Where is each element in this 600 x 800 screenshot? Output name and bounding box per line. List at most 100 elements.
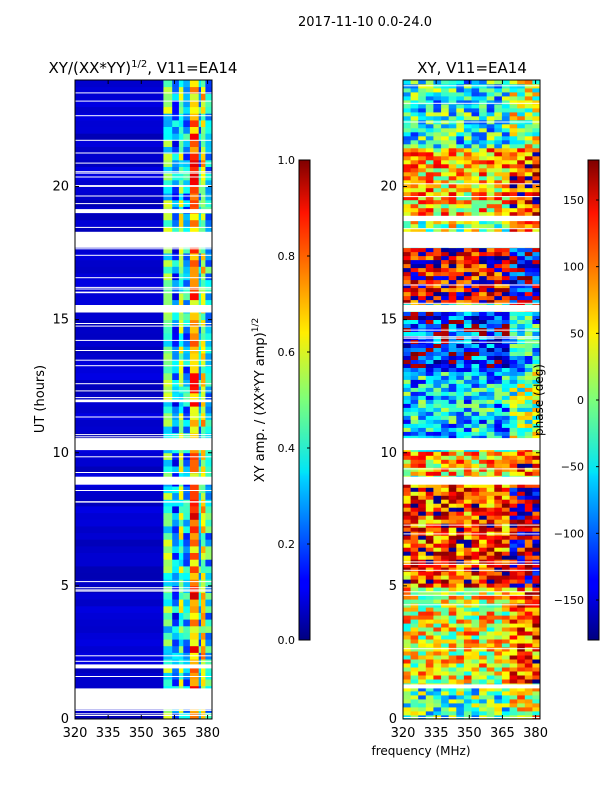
- phase-cell-157-2: [418, 88, 427, 93]
- phase-cell-113-8: [463, 263, 472, 269]
- amp-flag-line-41: [75, 292, 212, 294]
- amp-cell-50-8: [205, 379, 213, 387]
- phase-cell-74-9: [471, 419, 480, 424]
- phase-cell-85-17: [532, 375, 541, 380]
- phase-cell-33-5: [441, 583, 450, 588]
- phase-cell-88-5: [441, 363, 450, 368]
- phase-cell-19-9: [471, 639, 480, 644]
- phase-cell-80-4: [433, 395, 442, 400]
- phase-cell-63-2: [418, 463, 427, 468]
- amp-cell-85-8: [205, 146, 213, 154]
- phase-cell-150-6: [448, 115, 457, 121]
- phase-heatmap: [403, 80, 541, 720]
- amp-cell-26-3: [178, 539, 184, 547]
- phase-cell-55-12: [494, 495, 503, 500]
- amp-cell-78-2: [172, 193, 180, 201]
- amp-cell-44-6: [198, 419, 202, 427]
- phase-cell-104-5: [441, 299, 450, 305]
- phase-cell-159-17: [532, 80, 541, 85]
- phase-cell-106-4: [433, 291, 442, 297]
- phase-cell-131-2: [418, 191, 427, 197]
- amp-flag-line-20: [75, 277, 212, 279]
- phase-cell-106-5: [441, 291, 450, 297]
- phase-cell-6-8: [463, 691, 472, 696]
- phase-cell-20-6: [448, 635, 457, 640]
- phase-cell-18-17: [532, 643, 541, 648]
- phase-cell-29-13: [501, 599, 510, 604]
- phase-cell-136-4: [433, 171, 442, 177]
- phase-cell-115-0: [403, 255, 411, 261]
- phase-cell-124-17: [532, 219, 541, 225]
- phase-cell-42-15: [517, 547, 526, 552]
- phase-cell-99-0: [403, 319, 411, 324]
- amp-cell-27-4: [183, 532, 191, 540]
- phase-cell-107-7: [456, 287, 465, 293]
- phase-cell-77-8: [463, 407, 472, 412]
- phase-cell-61-0: [403, 471, 411, 476]
- phase-cell-138-15: [517, 163, 526, 169]
- phase-cell-137-15: [517, 167, 526, 173]
- phase-cell-117-1: [410, 247, 419, 253]
- phase-cell-41-17: [532, 551, 541, 556]
- phase-cell-88-14: [509, 363, 518, 368]
- phase-cell-84-4: [433, 379, 442, 384]
- phase-cell-156-6: [448, 92, 457, 97]
- phase-cell-29-2: [418, 599, 427, 604]
- phase-cell-116-11: [486, 251, 495, 257]
- phase-cell-134-3: [425, 179, 434, 185]
- phase-cell-22-17: [532, 627, 541, 632]
- amp-cell-54-4: [183, 352, 191, 360]
- phase-cell-108-16: [524, 283, 533, 289]
- phase-cell-105-2: [418, 295, 427, 301]
- amp-cell-29-2: [172, 519, 180, 527]
- amp-cell-54-1: [163, 352, 173, 360]
- amp-cell-43-7: [201, 426, 206, 434]
- amp-cell-43-2: [172, 426, 180, 434]
- phase-cell-114-9: [471, 259, 480, 265]
- phase-cell-29-3: [425, 599, 434, 604]
- phase-cell-72-0: [403, 427, 411, 432]
- phase-flag-line-2: [403, 228, 540, 230]
- phase-cell-5-6: [448, 695, 457, 700]
- phase-cell-93-15: [517, 343, 526, 348]
- phase-cell-108-7: [456, 283, 465, 289]
- amp-flag-line-47: [75, 434, 212, 436]
- phase-cell-56-17: [532, 491, 541, 496]
- phase-cell-51-6: [448, 511, 457, 516]
- phase-cell-159-0: [403, 80, 411, 85]
- phase-cell-36-13: [501, 571, 510, 576]
- phase-cell-43-10: [479, 543, 488, 548]
- amp-cell-53-6: [198, 359, 202, 367]
- amp-cell-56-7: [201, 339, 206, 347]
- phase-cell-78-11: [486, 403, 495, 408]
- phase-cell-113-15: [517, 263, 526, 269]
- phase-cell-49-5: [441, 519, 450, 524]
- phase-cell-159-16: [524, 80, 533, 85]
- amp-flag-line-22: [75, 152, 212, 154]
- phase-cell-22-11: [486, 627, 495, 632]
- phase-cell-106-13: [501, 291, 510, 297]
- phase-cell-57-14: [509, 487, 518, 492]
- amp-cell-17-4: [183, 599, 191, 607]
- phase-cell-4-7: [456, 699, 465, 704]
- amp-cell-75-7: [201, 213, 206, 221]
- amp-cell-51-0: [75, 372, 164, 380]
- phase-cell-85-11: [486, 375, 495, 380]
- phase-cell-27-4: [433, 607, 442, 612]
- phase-cell-5-15: [517, 695, 526, 700]
- phase-cell-85-0: [403, 375, 411, 380]
- phase-cell-117-5: [441, 247, 450, 253]
- phase-cell-104-4: [433, 299, 442, 305]
- phase-cell-26-7: [456, 611, 465, 616]
- phase-cb-tick-label-50: 50: [570, 327, 584, 340]
- phase-cell-38-15: [517, 563, 526, 568]
- phase-cell-150-16: [524, 115, 533, 121]
- amp-cell-49-7: [201, 386, 206, 394]
- phase-cell-151-13: [501, 111, 510, 117]
- amp-cell-86-7: [201, 139, 206, 147]
- phase-cell-142-4: [433, 147, 442, 153]
- phase-cell-144-15: [517, 139, 526, 145]
- phase-cell-24-8: [463, 619, 472, 624]
- phase-cell-30-9: [471, 595, 480, 600]
- amp-cell-95-0: [75, 80, 164, 88]
